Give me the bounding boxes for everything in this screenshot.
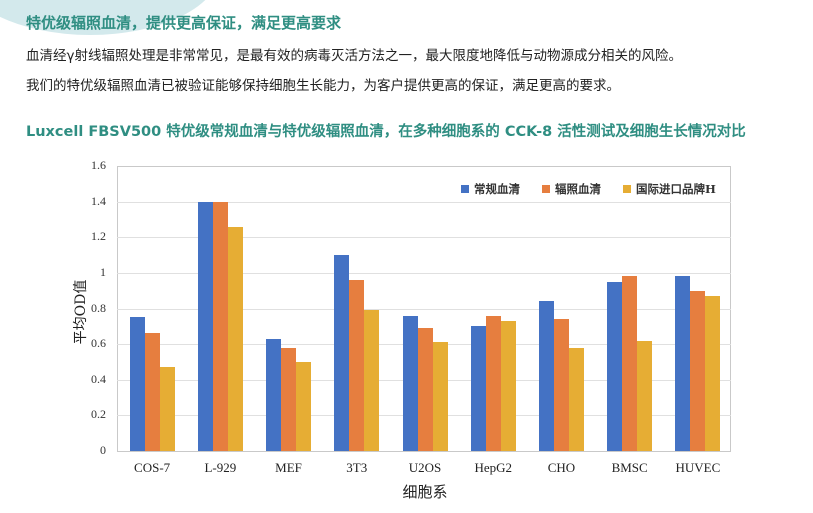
bar bbox=[296, 361, 312, 451]
gridline bbox=[117, 201, 731, 203]
x-tick-label: CHO bbox=[547, 460, 576, 475]
paragraph-1: 血清经γ射线辐照处理是非常常见，是最有效的病毒灭活方法之一，最大限度地降低与动物… bbox=[26, 48, 682, 64]
x-axis-title: 细胞系 bbox=[402, 483, 448, 501]
bar bbox=[281, 347, 297, 451]
section-title: 特优级辐照血清，提供更高保证，满足更高要求 bbox=[26, 14, 342, 32]
y-tick-label: 1.6 bbox=[91, 158, 106, 172]
chart-legend: 常规血清 辐照血清 国际进口品牌H bbox=[461, 181, 716, 197]
bar bbox=[402, 315, 418, 451]
x-tick-label: U2OS bbox=[408, 460, 442, 475]
legend-label: 国际进口品牌H bbox=[636, 182, 716, 196]
legend-label: 辐照血清 bbox=[555, 182, 601, 196]
bar bbox=[349, 280, 365, 451]
bar bbox=[227, 226, 243, 451]
bar bbox=[266, 338, 282, 451]
bar bbox=[364, 310, 380, 451]
y-tick-label: 1.2 bbox=[91, 229, 106, 244]
bar bbox=[470, 326, 486, 451]
legend-swatch-icon bbox=[623, 185, 631, 193]
bar bbox=[637, 340, 653, 451]
y-tick-label: 0.6 bbox=[91, 336, 106, 351]
bar bbox=[690, 290, 706, 451]
bar bbox=[432, 342, 448, 451]
bar bbox=[212, 201, 228, 451]
x-tick-label: COS-7 bbox=[134, 460, 171, 475]
gridline bbox=[117, 308, 731, 310]
legend-swatch-icon bbox=[461, 185, 469, 193]
x-tick-label: HUVEC bbox=[675, 460, 721, 475]
bar bbox=[675, 276, 691, 451]
x-tick-label: HepG2 bbox=[474, 460, 512, 475]
legend-item: 国际进口品牌H bbox=[623, 181, 716, 197]
y-tick-label: 0.2 bbox=[91, 407, 106, 422]
legend-label: 常规血清 bbox=[474, 182, 520, 196]
y-tick-label: 0.4 bbox=[91, 371, 106, 386]
bar bbox=[500, 320, 516, 451]
bar bbox=[485, 315, 501, 451]
y-tick-label: 1 bbox=[100, 264, 106, 279]
gridline bbox=[117, 272, 731, 274]
bar bbox=[159, 367, 175, 451]
bar bbox=[622, 276, 638, 451]
bar bbox=[144, 333, 160, 451]
y-tick-label: 0.8 bbox=[91, 300, 106, 315]
legend-item: 辐照血清 bbox=[542, 181, 601, 197]
legend-item: 常规血清 bbox=[461, 181, 520, 197]
bar bbox=[129, 317, 145, 451]
chart-heading: Luxcell FBSV500 特优级常规血清与特优级辐照血清，在多种细胞系的 … bbox=[26, 124, 746, 140]
gridline bbox=[117, 237, 731, 239]
bar bbox=[538, 301, 554, 451]
legend-swatch-icon bbox=[542, 185, 550, 193]
x-tick-label: L-929 bbox=[204, 460, 237, 475]
x-tick-label: 3T3 bbox=[346, 460, 368, 475]
x-tick-label: BMSC bbox=[611, 460, 648, 475]
bar bbox=[553, 319, 569, 451]
bar bbox=[197, 201, 213, 451]
bar bbox=[607, 281, 623, 451]
y-axis-title: 平均OD值 bbox=[73, 279, 89, 345]
plot-area bbox=[117, 166, 731, 451]
y-tick-label: 1.4 bbox=[91, 193, 106, 208]
paragraph-2: 我们的特优级辐照血清已被验证能够保持细胞生长能力，为客户提供更高的保证，满足更高… bbox=[26, 78, 620, 94]
x-axis-line bbox=[117, 451, 731, 452]
bar bbox=[334, 255, 350, 451]
y-tick-label: 0 bbox=[100, 443, 106, 457]
bar bbox=[417, 328, 433, 451]
bar bbox=[705, 296, 721, 451]
bar bbox=[568, 347, 584, 451]
x-tick-label: MEF bbox=[275, 460, 302, 475]
